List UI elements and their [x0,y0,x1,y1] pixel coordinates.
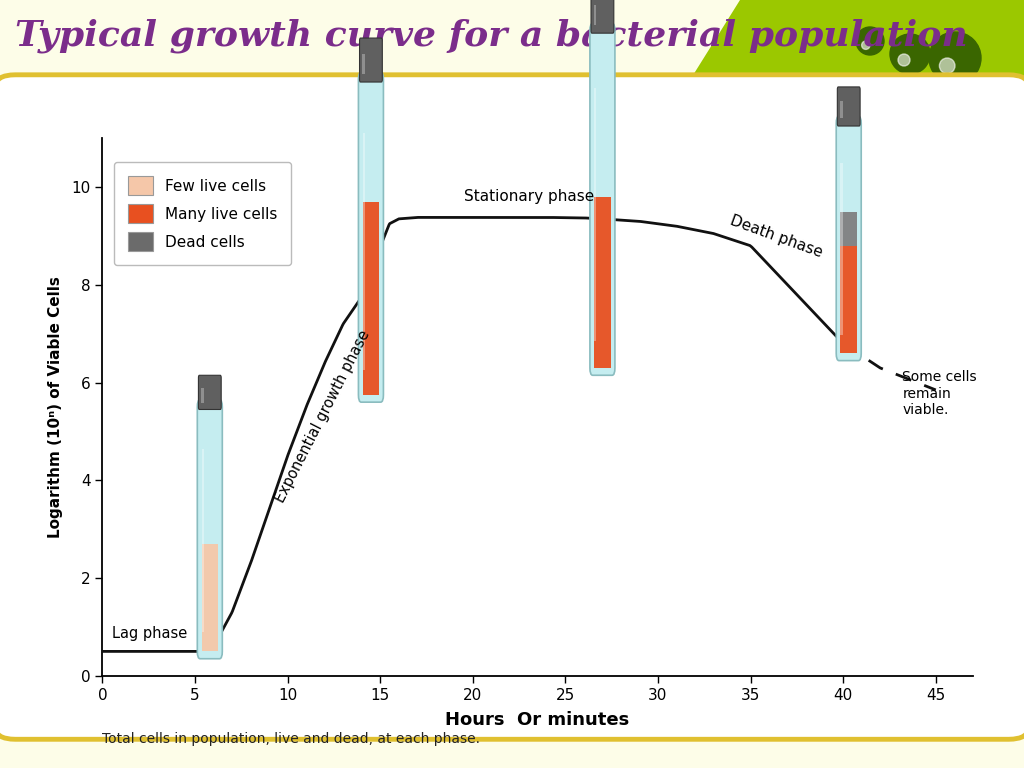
Text: Typical growth curve for a bacterial population: Typical growth curve for a bacterial pop… [15,18,968,53]
Bar [202,449,204,632]
Bar [841,163,843,335]
X-axis label: Hours  Or minutes: Hours Or minutes [445,711,630,729]
Bar [840,101,843,118]
Circle shape [898,54,910,66]
Circle shape [929,32,981,84]
Legend: Few live cells, Many live cells, Dead cells: Few live cells, Many live cells, Dead ce… [115,162,291,265]
Bar [594,5,596,25]
Text: Stationary phase: Stationary phase [464,189,594,204]
Circle shape [861,41,870,49]
FancyBboxPatch shape [590,23,615,376]
FancyBboxPatch shape [837,116,861,361]
FancyBboxPatch shape [838,87,860,126]
Bar [594,88,596,341]
Text: Copyright © The McGraw-Hill Companies, Inc. Permission required for reproduction: Copyright © The McGraw-Hill Companies, I… [299,79,725,88]
Bar [202,544,218,651]
Text: Exponential growth phase: Exponential growth phase [272,328,373,505]
Bar [841,246,857,353]
Text: Total cells in population, live and dead, at each phase.: Total cells in population, live and dead… [102,732,480,746]
FancyBboxPatch shape [359,38,382,82]
Bar [201,388,204,402]
Polygon shape [680,0,1024,96]
Circle shape [856,27,884,55]
Bar [362,133,365,369]
FancyBboxPatch shape [199,376,221,409]
FancyBboxPatch shape [591,0,613,33]
Text: Some cells
remain
viable.: Some cells remain viable. [902,370,977,417]
Bar [362,202,379,395]
FancyBboxPatch shape [0,74,1024,740]
Bar [594,197,610,368]
Y-axis label: Logarithm (10ⁿ) of Viable Cells: Logarithm (10ⁿ) of Viable Cells [48,276,63,538]
Circle shape [890,34,930,74]
Bar [841,211,857,246]
Bar [362,55,365,74]
Circle shape [939,58,955,74]
Text: Lag phase: Lag phase [112,626,187,641]
Text: Death phase: Death phase [728,213,825,260]
FancyBboxPatch shape [358,72,383,402]
FancyBboxPatch shape [198,399,222,659]
